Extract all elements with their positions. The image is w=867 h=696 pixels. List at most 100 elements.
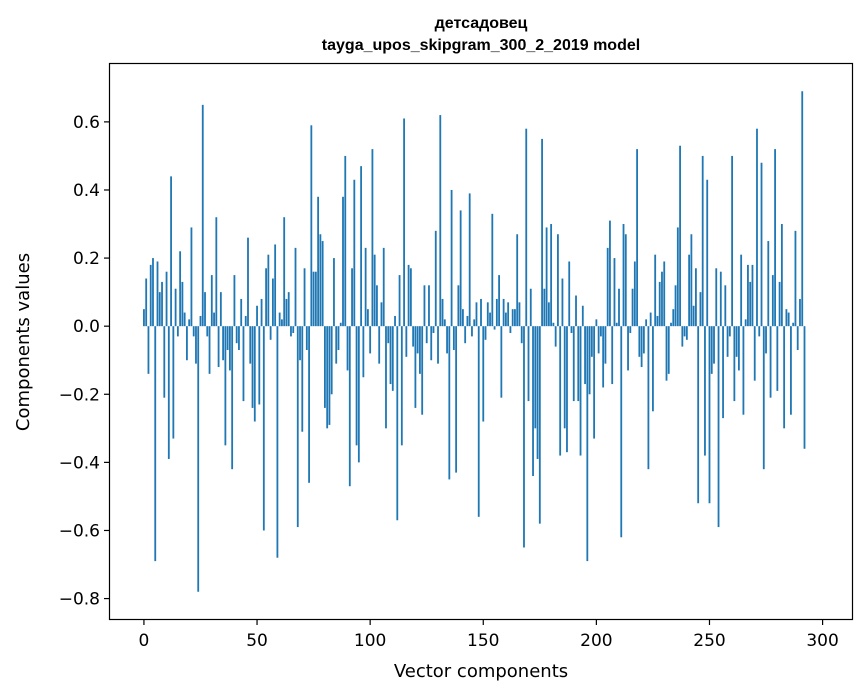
bar: [731, 155, 734, 327]
bar: [161, 281, 163, 327]
bar: [430, 326, 433, 361]
y-tick-label: −0.4: [59, 453, 100, 473]
bar: [452, 326, 455, 351]
bar: [344, 155, 347, 327]
bar: [656, 315, 659, 327]
bar: [346, 326, 349, 371]
bar: [466, 315, 469, 327]
x-tick-label: 250: [693, 631, 725, 651]
bar: [733, 326, 736, 402]
bar: [296, 326, 299, 528]
y-tick-label: 0.6: [73, 113, 100, 133]
bar: [541, 138, 543, 327]
bar: [604, 326, 607, 364]
bar: [333, 258, 335, 327]
bar: [502, 298, 505, 327]
bar: [683, 326, 686, 337]
bar: [265, 268, 267, 327]
bar: [267, 254, 270, 327]
x-axis-label: Vector components: [394, 661, 568, 682]
bar: [290, 326, 292, 337]
bar: [301, 326, 304, 432]
bar: [597, 326, 600, 354]
bar: [281, 319, 283, 327]
bar: [425, 326, 428, 344]
bar: [710, 326, 713, 374]
bar: [308, 326, 310, 483]
bar: [525, 128, 528, 327]
bar: [568, 261, 571, 327]
bar: [611, 326, 614, 385]
bar: [547, 302, 550, 327]
bar: [188, 319, 191, 327]
bar: [695, 268, 697, 327]
bar: [405, 326, 408, 357]
bar: [276, 326, 279, 558]
bar: [439, 115, 442, 327]
bar: [676, 227, 679, 327]
bar: [217, 326, 220, 368]
bar: [765, 326, 767, 354]
bar: [484, 326, 487, 340]
bar: [222, 326, 225, 361]
bar: [226, 326, 229, 351]
bar: [294, 247, 297, 327]
y-tick-label: 0.0: [73, 317, 100, 337]
bar: [473, 319, 476, 327]
bar: [529, 288, 532, 327]
bar: [715, 268, 718, 327]
bar: [615, 322, 618, 327]
bar: [672, 309, 675, 327]
bar: [464, 326, 467, 344]
bar: [486, 302, 489, 327]
bar: [719, 271, 722, 327]
bar: [744, 319, 747, 327]
bar: [475, 302, 478, 327]
bar: [801, 91, 804, 327]
bars-group: [143, 91, 806, 592]
y-tick-label: −0.2: [59, 385, 100, 405]
bar: [274, 244, 277, 327]
bar: [751, 264, 754, 327]
bar: [527, 326, 530, 402]
bar: [176, 326, 179, 337]
bar: [783, 326, 786, 429]
bar: [566, 326, 568, 453]
bar: [595, 319, 598, 327]
bar: [647, 326, 650, 470]
x-tick-label: 150: [467, 631, 499, 651]
bar: [575, 295, 577, 327]
bar: [337, 326, 340, 351]
bar: [328, 326, 331, 425]
bar: [314, 271, 317, 327]
bar: [249, 326, 252, 364]
y-tick-label: 0.2: [73, 249, 100, 269]
bar: [509, 326, 512, 333]
bar: [278, 312, 281, 327]
bar: [199, 315, 202, 327]
bar: [586, 326, 589, 562]
bar: [803, 326, 806, 449]
bar: [317, 196, 320, 327]
bar: [536, 326, 539, 459]
bar: [627, 326, 629, 371]
bar: [441, 298, 444, 327]
bar: [174, 288, 177, 327]
bar: [149, 264, 152, 327]
bar: [538, 326, 541, 524]
bar: [233, 275, 236, 327]
bar: [516, 234, 519, 327]
bar: [369, 326, 372, 354]
bar: [799, 298, 801, 327]
bar: [495, 298, 498, 327]
bar: [545, 227, 548, 327]
bar: [708, 326, 711, 504]
bar: [208, 326, 211, 374]
bar: [722, 326, 724, 419]
bar: [753, 326, 756, 381]
bar: [609, 220, 611, 327]
bar: [224, 326, 227, 446]
bar: [756, 128, 758, 327]
bar: [378, 326, 381, 364]
